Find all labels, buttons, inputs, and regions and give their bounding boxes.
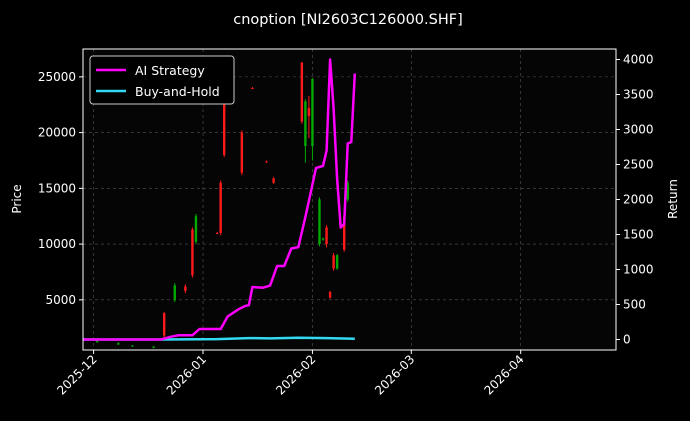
candle-body [251,88,254,90]
legend-label-buy-and-hold: Buy-and-Hold [135,84,220,99]
y-left-tick-label: 20000 [38,126,76,140]
candle-body [162,313,166,336]
y-right-tick-label: 3000 [623,123,654,137]
candle-body [311,79,314,146]
candle-body [325,227,328,245]
y-right-axis-label: Return [666,179,680,219]
candle-body [184,286,187,291]
return-lines [83,58,357,341]
candle-body [318,199,321,245]
y-left-tick-label: 25000 [38,70,76,84]
y-right-tick-label: 2500 [623,158,654,172]
buy-and-hold-line [83,336,355,341]
y-right-tick-label: 2000 [623,193,654,207]
y-left-axis-label: Price [10,184,24,213]
y-right-tick-label: 4000 [623,53,654,67]
y-left-tick-label: 5000 [45,293,76,307]
candle-body [265,161,268,163]
candle-body [272,178,275,183]
candle-body [194,216,198,242]
candle-body [332,255,335,269]
candle-body [321,238,325,240]
y-left-tick-label: 10000 [38,237,76,251]
candle-body [307,108,311,116]
candle-body [328,292,332,298]
candle-body [343,216,346,250]
candle-body [335,255,339,269]
y-right-tick-label: 1500 [623,228,654,242]
candle-body [300,62,304,122]
candle-body [304,101,307,146]
candle-body [222,99,226,155]
candle-body [131,345,134,347]
price-candles [95,62,349,349]
candle-body [95,341,99,343]
y-right-tick-label: 3500 [623,88,654,102]
candle-body [152,346,155,348]
y-left-tick-label: 15000 [38,181,76,195]
candle-body [219,182,222,233]
y-right-tick-label: 0 [623,333,631,347]
chart-title: cnoption [NI2603C126000.SHF] [233,12,463,28]
candle-body [117,343,120,345]
candle-body [346,182,349,200]
y-right-tick-label: 500 [623,298,646,312]
ai-strategy-line [83,58,357,341]
y-right-tick-label: 1000 [623,263,654,277]
candle-body [173,285,176,300]
legend: AI Strategy Buy-and-Hold [89,55,235,105]
candle-body [215,232,219,234]
legend-label-ai-strategy: AI Strategy [135,63,205,78]
candle-body [240,132,244,173]
candle-body [191,229,194,276]
